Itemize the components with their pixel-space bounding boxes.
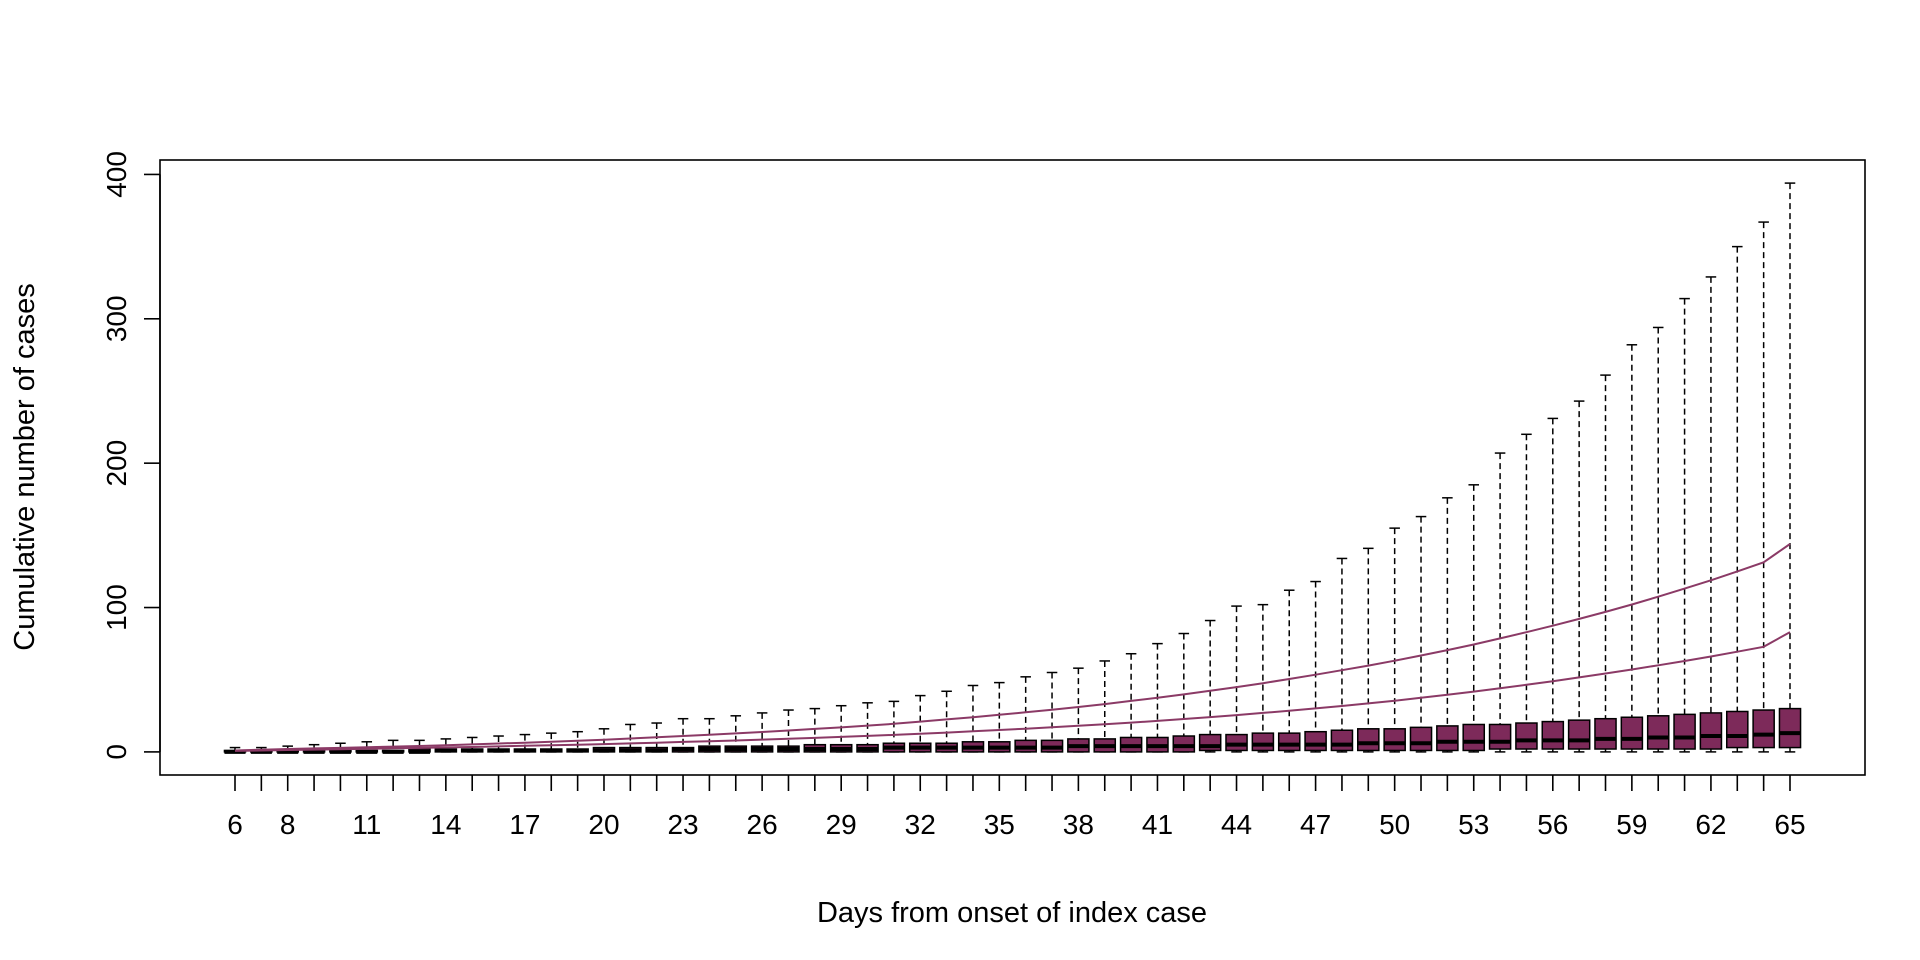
box [1673,713,1696,750]
x-tick-label: 65 [1774,809,1805,840]
box [1436,725,1459,752]
box [1172,735,1196,753]
box [1409,726,1433,752]
x-tick-label: 62 [1695,809,1726,840]
box [1277,732,1301,752]
x-tick-label: 53 [1458,809,1489,840]
x-tick-label: 23 [667,809,698,840]
whiskers [229,182,1796,753]
x-tick-label: 6 [227,809,243,840]
box [1225,733,1248,752]
x-tick-label: 14 [430,809,461,840]
x-tick-label: 26 [747,809,778,840]
box [1567,719,1591,750]
plot-frame [159,159,1866,776]
y-tick-label: 300 [101,295,132,342]
x-tick-label: 38 [1063,809,1094,840]
x-tick-label: 29 [826,809,857,840]
series-lines [234,543,1791,752]
x-tick-label: 11 [352,809,381,840]
box [1646,715,1670,750]
x-tick-label: 44 [1221,809,1252,840]
box [1515,722,1538,750]
box [1462,723,1486,752]
x-tick-label: 56 [1537,809,1568,840]
series-line-2 [234,631,1791,752]
box [1357,728,1380,752]
box [1620,716,1644,750]
box [1778,707,1802,749]
box [1699,712,1723,750]
box [1725,710,1749,749]
box [1488,723,1512,750]
x-tick-label: 47 [1300,809,1331,840]
x-tick-label: 32 [905,809,936,840]
x-tick-label: 35 [984,809,1015,840]
x-tick-label: 59 [1616,809,1647,840]
box [1541,720,1565,750]
x-tick-label: 20 [588,809,619,840]
y-axis: 0 100 200 300 400 [101,151,161,760]
x-tick-label: 8 [280,809,296,840]
box [1383,728,1406,752]
box [1752,709,1775,749]
x-axis-title: Days from onset of index case [817,897,1207,929]
y-tick-label: 400 [101,151,132,198]
y-tick-label: 0 [101,744,132,760]
y-axis-title: Cumulative number of cases [9,283,41,651]
y-tick-label: 200 [101,440,132,487]
x-tick-label: 41 [1142,809,1173,840]
box [1594,717,1617,750]
box [1251,732,1275,752]
boxes [223,707,1802,754]
x-axis: 6 8 11 14 17 20 23 26 29 32 35 38 41 44 47 50 53 56 59 62 65 [227,775,1806,840]
box [1330,729,1354,752]
series-line-1 [234,543,1791,752]
box [1304,730,1327,752]
y-tick-label: 100 [101,584,132,631]
x-tick-label: 17 [509,809,540,840]
x-tick-label: 50 [1379,809,1410,840]
